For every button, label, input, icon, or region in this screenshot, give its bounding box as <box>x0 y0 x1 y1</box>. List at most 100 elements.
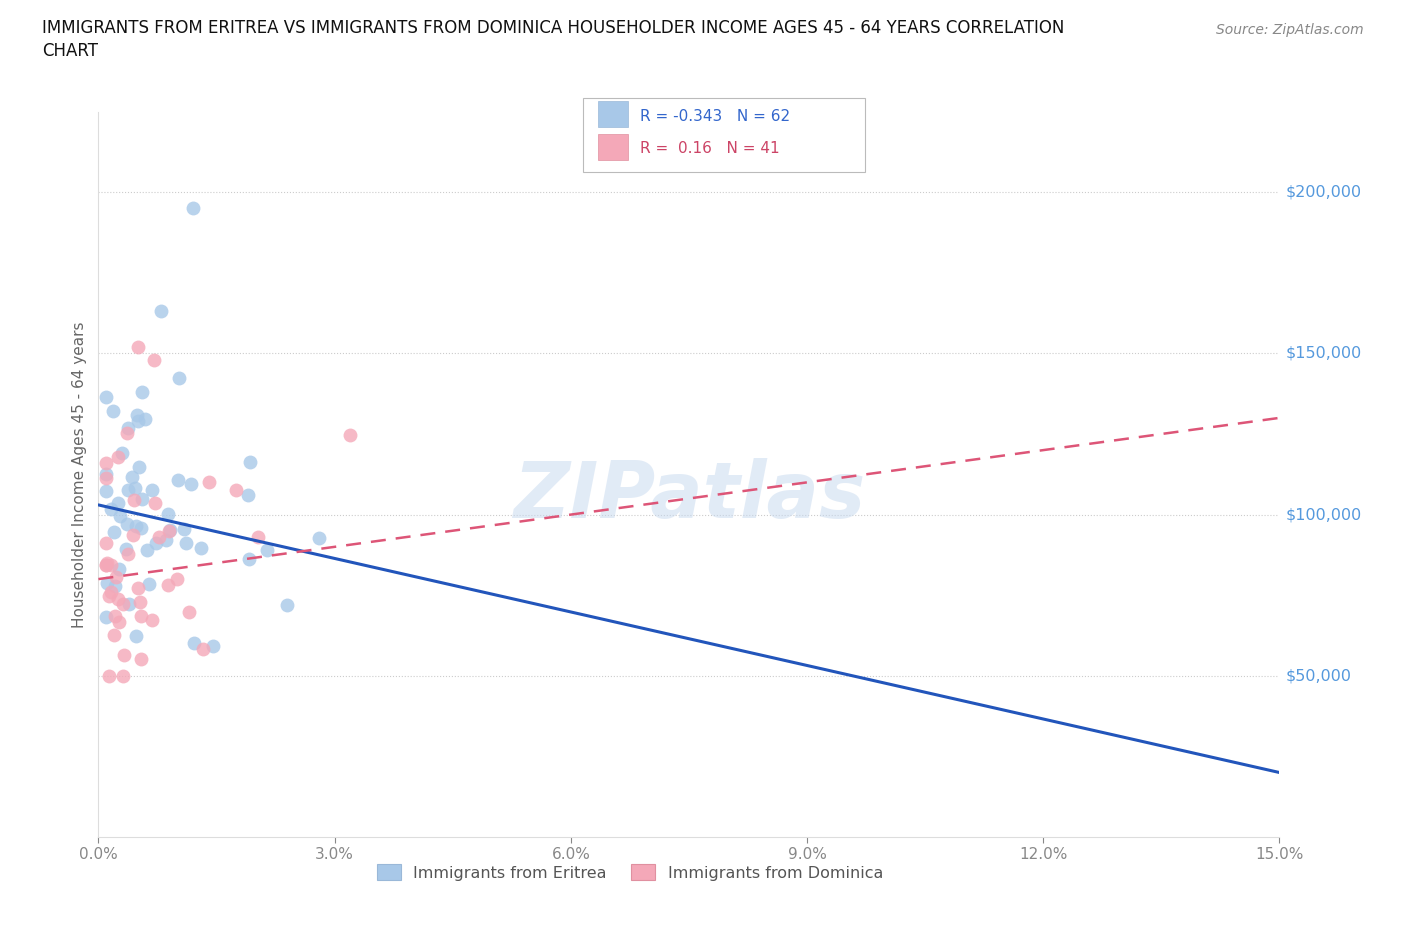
Point <box>96 484 118 498</box>
Point <box>179 604 201 619</box>
Point <box>157 578 180 592</box>
Point <box>107 591 129 606</box>
Point <box>100 501 122 516</box>
Point <box>100 584 122 599</box>
Point <box>190 540 212 555</box>
Point <box>174 536 197 551</box>
Point <box>134 411 156 426</box>
Point <box>117 597 139 612</box>
Point <box>166 572 188 587</box>
Point <box>96 390 118 405</box>
Text: $150,000: $150,000 <box>1285 346 1361 361</box>
Y-axis label: Householder Income Ages 45 - 64 years: Householder Income Ages 45 - 64 years <box>72 321 87 628</box>
Point <box>100 557 122 572</box>
Point <box>143 495 166 510</box>
Point <box>112 597 135 612</box>
Point <box>127 414 149 429</box>
Point <box>239 455 262 470</box>
Point <box>112 647 135 662</box>
Text: $100,000: $100,000 <box>1285 507 1361 522</box>
Point <box>115 426 138 441</box>
Point <box>256 542 278 557</box>
Point <box>96 471 118 485</box>
Text: IMMIGRANTS FROM ERITREA VS IMMIGRANTS FROM DOMINICA HOUSEHOLDER INCOME AGES 45 -: IMMIGRANTS FROM ERITREA VS IMMIGRANTS FR… <box>42 19 1064 36</box>
Point <box>181 201 204 216</box>
Point <box>101 404 124 418</box>
Point <box>115 542 138 557</box>
Point <box>124 481 146 496</box>
Point <box>122 527 145 542</box>
Point <box>339 427 361 442</box>
Point <box>96 456 118 471</box>
Point <box>142 352 165 367</box>
Point <box>121 470 143 485</box>
Point <box>117 547 139 562</box>
Point <box>128 459 150 474</box>
Point <box>131 384 153 399</box>
Point <box>141 612 163 627</box>
Point <box>107 615 129 630</box>
Text: $200,000: $200,000 <box>1285 185 1361 200</box>
Point <box>129 652 152 667</box>
Point <box>127 407 149 422</box>
Point <box>111 445 134 460</box>
Point <box>183 635 205 650</box>
Point <box>141 483 163 498</box>
Point <box>129 594 152 609</box>
Point <box>131 491 153 506</box>
Point <box>150 304 173 319</box>
Legend: Immigrants from Eritrea, Immigrants from Dominica: Immigrants from Eritrea, Immigrants from… <box>370 857 890 887</box>
Point <box>103 525 125 539</box>
Point <box>202 638 225 653</box>
Point <box>167 472 190 487</box>
Point <box>96 557 118 572</box>
Point <box>125 629 148 644</box>
Point <box>96 536 118 551</box>
Point <box>127 580 149 595</box>
Point <box>107 496 129 511</box>
Point <box>96 467 118 482</box>
Point <box>191 642 214 657</box>
Point <box>173 522 195 537</box>
Point <box>117 420 139 435</box>
Text: CHART: CHART <box>42 42 98 60</box>
Point <box>96 558 118 573</box>
Point <box>107 562 129 577</box>
Text: R = -0.343   N = 62: R = -0.343 N = 62 <box>640 109 790 124</box>
Point <box>129 521 152 536</box>
Text: $50,000: $50,000 <box>1285 669 1351 684</box>
Point <box>138 577 160 591</box>
Point <box>103 628 125 643</box>
Point <box>96 576 118 591</box>
Point <box>225 483 247 498</box>
Point <box>117 483 139 498</box>
Point <box>308 530 330 545</box>
Text: ZIPatlas: ZIPatlas <box>513 458 865 534</box>
Point <box>96 609 118 624</box>
Point <box>129 608 152 623</box>
Point <box>104 578 127 593</box>
Text: R =  0.16   N = 41: R = 0.16 N = 41 <box>640 141 779 156</box>
Point <box>145 536 167 551</box>
Point <box>159 523 181 538</box>
Point <box>198 474 221 489</box>
Point <box>107 450 129 465</box>
Text: Source: ZipAtlas.com: Source: ZipAtlas.com <box>1216 23 1364 37</box>
Point <box>122 492 145 507</box>
Point <box>108 509 131 524</box>
Point <box>247 530 270 545</box>
Point <box>169 371 191 386</box>
Point <box>157 506 180 521</box>
Point <box>148 529 170 544</box>
Point <box>97 588 120 603</box>
Point <box>236 487 259 502</box>
Point <box>105 569 128 584</box>
Point <box>104 608 127 623</box>
Point <box>98 669 121 684</box>
Point <box>136 542 159 557</box>
Point <box>238 551 260 566</box>
Point <box>115 516 138 531</box>
Point <box>127 339 149 354</box>
Point <box>125 519 148 534</box>
Point <box>96 556 118 571</box>
